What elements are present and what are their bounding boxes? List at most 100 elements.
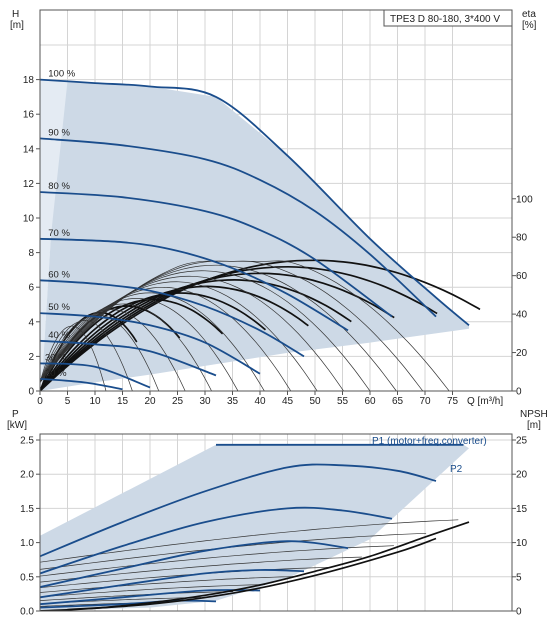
speed-curve-label: 80 % [48,181,70,192]
efficiency-thin-curve [40,275,344,391]
x-axis-label-q: Q [m³/h] [467,396,503,407]
eta-tick-label: 80 [516,233,528,244]
head-chart-frame [39,9,513,392]
power-thin-curve [40,591,234,601]
speed-curve [40,137,437,318]
power-tick-label: 1.0 [20,538,34,549]
power-operating-region [40,444,469,611]
flow-tick-label: 20 [144,396,156,407]
power-thin-curve [40,545,394,577]
efficiency-thin-curve [40,292,265,391]
p2-curve [40,463,437,558]
flow-tick-label: 35 [227,396,239,407]
title-box: TPE3 D 80-180, 3*400 V [383,9,513,27]
power-thin-curve [40,556,362,583]
eta-tick-label: 60 [516,271,528,282]
speed-curve [40,378,123,391]
power-tick-label: 2.0 [20,470,34,481]
head-tick-label: 18 [23,75,35,86]
speed-curve-label: 20 % [45,368,67,379]
power-thin-curve [40,566,330,588]
y2-axis-label-npsh: NPSH [520,409,548,420]
power-thin-curve [40,576,298,593]
flow-tick-label: 40 [254,396,266,407]
efficiency-thin-curve [40,303,212,391]
efficiency-thin-curve [40,298,239,391]
efficiency-curve [40,298,224,391]
head-chart-ticks: 0 2 4 6 8 10 12 14 16 18 0 20 40 60 80 100 0 5 10 15 20 25 30 3… [23,75,533,407]
speed-curve-label: 100 % [48,69,75,80]
flow-tick-label: 5 [65,396,71,407]
flow-tick-label: 55 [337,396,349,407]
p2-curves [40,463,437,609]
eta-tick-label: 100 [516,194,533,205]
speed-curve [40,78,470,326]
head-operating-region [40,81,469,391]
efficiency-thin-curve [40,325,107,391]
speed-curve [40,279,305,358]
efficiency-curve [40,259,481,391]
power-thin-curve [40,584,266,598]
speed-curve [40,339,217,377]
npsh-tick-label: 5 [516,572,522,583]
power-thin-curve [40,519,459,563]
head-tick-label: 6 [28,283,34,294]
p2-curve [40,569,305,599]
head-extended-region [40,79,73,391]
y2-axis-label-eta: eta [522,9,536,20]
p2-curve [40,540,349,588]
speed-curve-label: 30 % [45,352,67,363]
speed-curve-label: 40 % [48,330,70,341]
flow-tick-label: 60 [364,396,376,407]
y-axis-unit-head: [m] [10,20,24,31]
head-tick-label: 16 [23,110,35,121]
speed-curve [40,362,151,389]
flow-tick-label: 30 [199,396,211,407]
npsh-tick-label: 15 [516,504,528,515]
efficiency-curve [40,272,395,391]
eta-tick-label: 20 [516,348,528,359]
legend-p1: P1 (motor+freq.converter) [372,436,487,447]
head-tick-label: 10 [23,214,35,225]
power-chart-frame [39,433,513,612]
flow-tick-label: 45 [282,396,294,407]
npsh-curve-secondary [67,537,437,611]
legend-p2: P2 [450,464,463,475]
power-tick-label: 2.5 [20,436,34,447]
power-tick-label: 0.0 [20,607,34,618]
efficiency-thin-curve [40,270,371,391]
flow-tick-label: 0 [37,396,43,407]
speed-curve-labels: 100 % 90 % 80 % 70 % 60 % 50 % 40 % 30 % 20 % [45,69,76,379]
flow-tick-label: 10 [89,396,101,407]
npsh-tick-label: 25 [516,436,528,447]
speed-curve-label: 60 % [48,269,70,280]
npsh-tick-label: 0 [516,607,522,618]
power-chart-ticks: 0.0 0.5 1.0 1.5 2.0 2.5 0 5 10 15 20 25 [20,436,527,618]
speed-curve-label: 50 % [48,302,70,313]
head-tick-label: 2 [28,352,34,363]
flow-tick-label: 15 [117,396,129,407]
eta-tick-label: 40 [516,310,528,321]
power-tick-label: 1.5 [20,504,34,515]
y2-axis-unit-eta: [%] [522,20,537,31]
p2-curve [40,506,393,575]
efficiency-thin-curve [40,320,133,391]
flow-tick-label: 75 [447,396,459,407]
eta-tick-label: 0 [516,387,522,398]
speed-curve [40,191,393,318]
head-tick-label: 4 [28,317,34,328]
speed-curve-label: 90 % [48,127,70,138]
npsh-tick-label: 20 [516,470,528,481]
speed-curve [40,237,349,332]
head-tick-label: 0 [28,387,34,398]
y-axis-label-head: H [12,9,19,20]
y-axis-label-power: P [12,409,19,420]
flow-tick-label: 50 [309,396,321,407]
speed-curves [40,78,470,391]
efficiency-thin-curve [40,286,292,391]
speed-curve [40,312,261,375]
power-tick-label: 0.5 [20,572,34,583]
efficiency-thin-curve [40,281,318,391]
efficiency-thin-curve [40,260,450,391]
